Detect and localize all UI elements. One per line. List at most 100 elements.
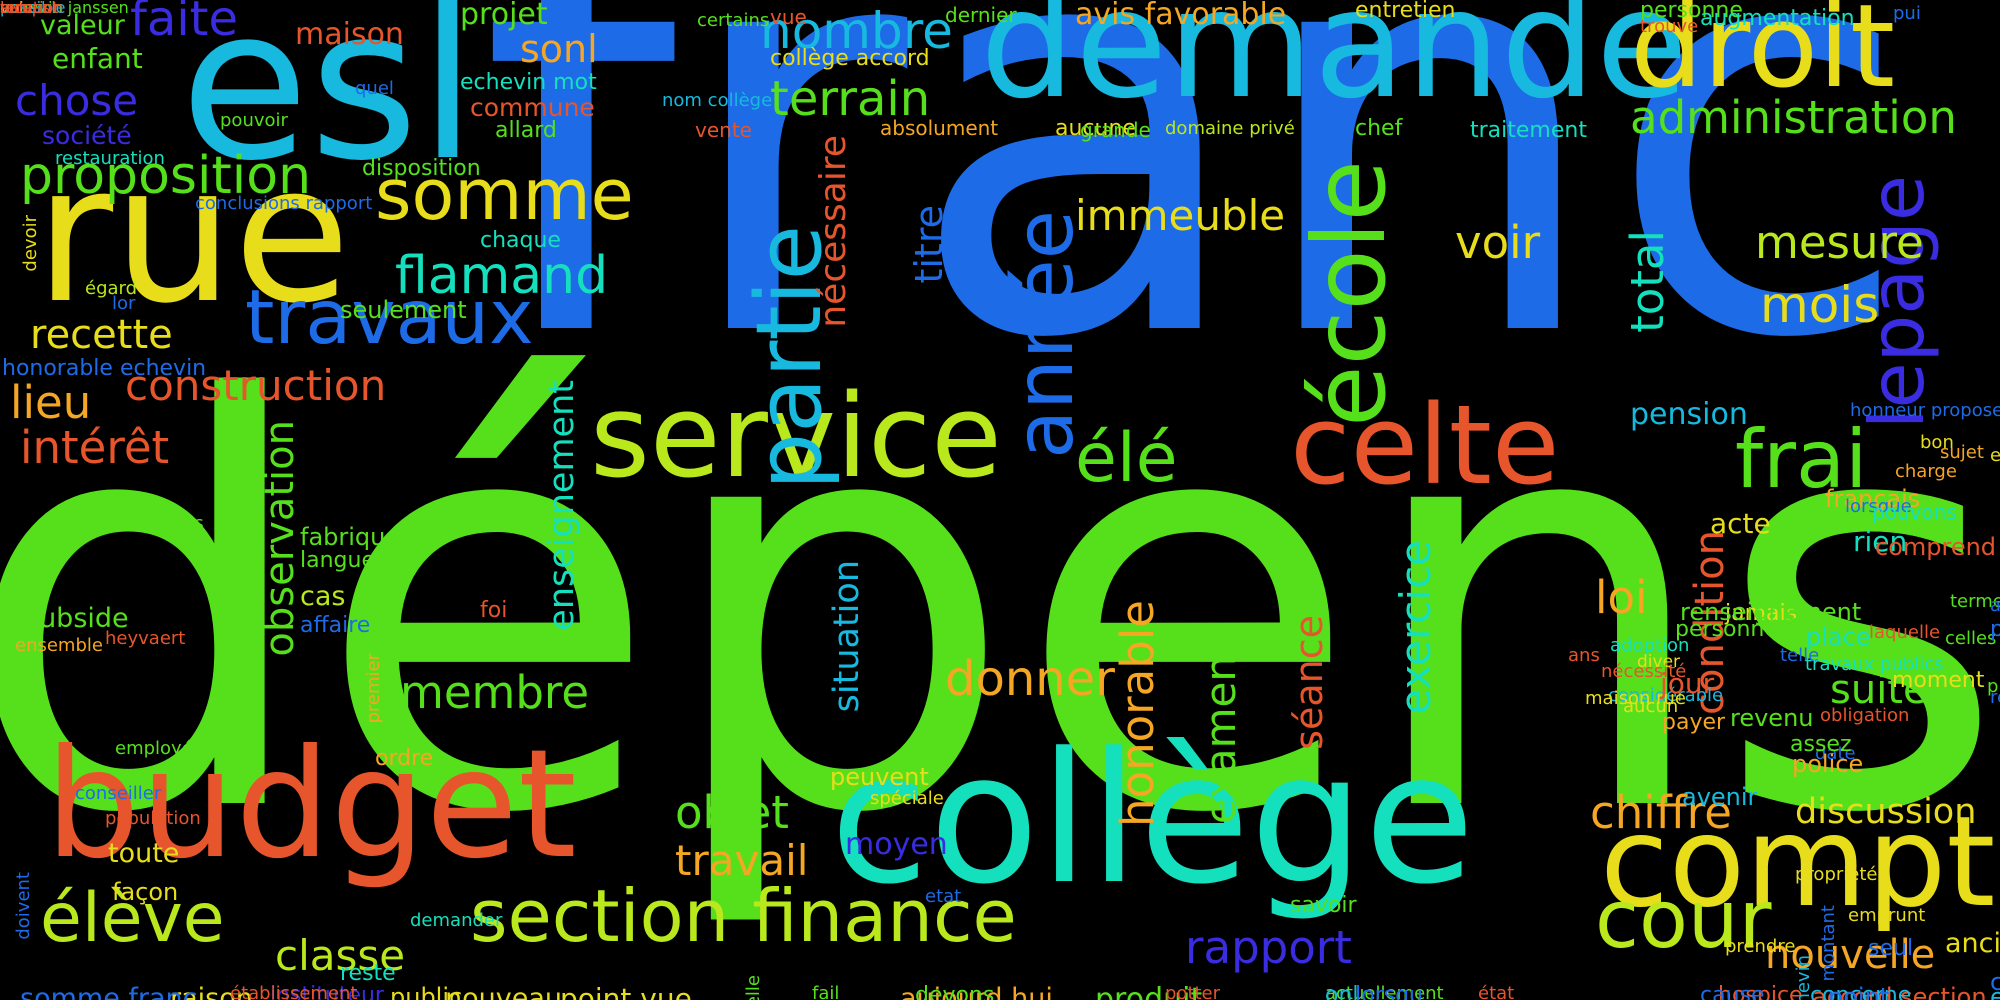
word-180: celles <box>1945 628 1997 649</box>
word-102: cas <box>300 581 346 612</box>
word-79: pui <box>1893 3 1921 24</box>
word-77: trouve <box>1640 16 1699 37</box>
word-165: nécessité <box>1601 661 1687 682</box>
word-97: seulement <box>340 296 467 324</box>
word-181: moment <box>1892 668 1985 693</box>
word-20: frai <box>1735 413 1868 506</box>
word-36: lieu <box>10 376 92 429</box>
word-147: point <box>1828 983 1890 1000</box>
word-173: acte <box>1710 507 1771 540</box>
word-138: état <box>1478 983 1515 1000</box>
word-117: demander <box>410 910 503 931</box>
word-126: peuvent <box>830 763 929 791</box>
word-96: lor <box>112 293 136 314</box>
word-112: population <box>105 808 201 829</box>
word-68: commune <box>470 93 595 122</box>
word-194: laquelle <box>1869 622 1941 643</box>
word-90: restauration <box>55 148 165 169</box>
word-67: société <box>42 121 132 150</box>
word-111: conseiller <box>75 783 162 804</box>
word-74: dernier <box>945 3 1017 27</box>
word-3: demande <box>980 0 1689 132</box>
word-134: fail <box>812 983 840 1000</box>
word-78: augmentation <box>1700 6 1855 31</box>
word-73: collège accord <box>770 46 930 71</box>
word-109: premier <box>363 653 384 724</box>
word-104: subside <box>25 603 129 634</box>
word-72: certains <box>697 10 770 31</box>
word-39: nécessaire <box>813 135 854 328</box>
word-161: ans <box>1568 645 1600 666</box>
word-130: savoir <box>1290 893 1357 918</box>
word-31: mois <box>1760 276 1880 334</box>
word-191: obligation <box>1820 705 1910 726</box>
word-99: faits <box>165 513 204 534</box>
word-177: place <box>1806 623 1871 651</box>
word-196: echevin janssen <box>0 0 129 17</box>
word-59: nouvelle <box>1765 932 1936 978</box>
word-175: français <box>1825 485 1921 513</box>
word-43: donner <box>945 651 1115 707</box>
word-184: admi <box>1990 595 2000 616</box>
word-122: somme franc <box>20 983 198 1000</box>
word-58: travail <box>675 836 809 885</box>
word-94: devoir <box>20 215 41 272</box>
word-129: etat <box>925 886 962 907</box>
word-60: discussion <box>1795 792 1977 832</box>
word-69: allard <box>495 118 557 143</box>
word-34: recette <box>30 312 173 358</box>
word-146: concerne <box>1810 983 1912 1000</box>
word-76: personne <box>1640 0 1743 23</box>
word-16: section finance <box>470 874 1017 958</box>
word-66: enfant <box>52 42 143 75</box>
word-61: pension <box>1630 397 1748 432</box>
word-24: administration <box>1630 91 1957 144</box>
word-105: ensemble <box>15 635 103 656</box>
word-124: point vue <box>560 982 692 1000</box>
word-106: heyvaert <box>105 628 186 649</box>
word-185: sujet <box>1940 442 1984 463</box>
word-9: compte <box>1600 790 2000 935</box>
word-145: crédit <box>1990 968 2000 996</box>
word-50: situation <box>827 560 867 713</box>
word-100: fabrique <box>300 523 401 551</box>
word-158: jamais <box>1725 601 1798 626</box>
word-179: terme <box>1950 591 2000 612</box>
word-2: dépense <box>0 284 2000 936</box>
word-135: potter <box>1165 983 1221 1000</box>
word-110: employé <box>115 738 193 759</box>
word-150: montant <box>1818 905 1839 982</box>
word-8: budget <box>45 718 577 892</box>
word-62: avis favorable <box>1075 0 1287 32</box>
word-81: nom collège <box>662 90 773 111</box>
word-172: renseignement <box>1680 598 1862 626</box>
word-37: chose <box>15 76 139 125</box>
word-193: principe <box>1987 676 2000 697</box>
word-128: moyen <box>845 827 948 862</box>
word-5: rue <box>35 124 351 345</box>
word-45: observation <box>257 420 303 657</box>
word-1: franc <box>480 0 1914 461</box>
word-120: nouveau <box>445 983 562 1000</box>
word-14: année <box>998 210 1091 459</box>
word-47: examen <box>1196 655 1245 825</box>
word-143: cause <box>1700 983 1765 1000</box>
word-29: construction <box>125 361 387 410</box>
word-188: comprend <box>1875 533 1997 561</box>
word-131: produit <box>1095 982 1203 1000</box>
word-44: honorable <box>1111 600 1164 827</box>
word-82: absolument <box>880 116 999 140</box>
word-28: flamand <box>395 246 609 306</box>
word-157: avenir <box>1682 783 1758 811</box>
word-187: charge <box>1895 461 1957 482</box>
word-71: vue <box>770 5 807 29</box>
word-95: égard <box>85 278 138 299</box>
word-30: immeuble <box>1075 191 1286 240</box>
word-198: suivant <box>0 0 59 17</box>
word-21: élé <box>1075 419 1178 498</box>
word-197: possible <box>0 0 66 17</box>
word-75: entretien <box>1355 0 1456 23</box>
word-54: chiffre <box>1590 786 1732 839</box>
word-156: police <box>1792 750 1864 778</box>
